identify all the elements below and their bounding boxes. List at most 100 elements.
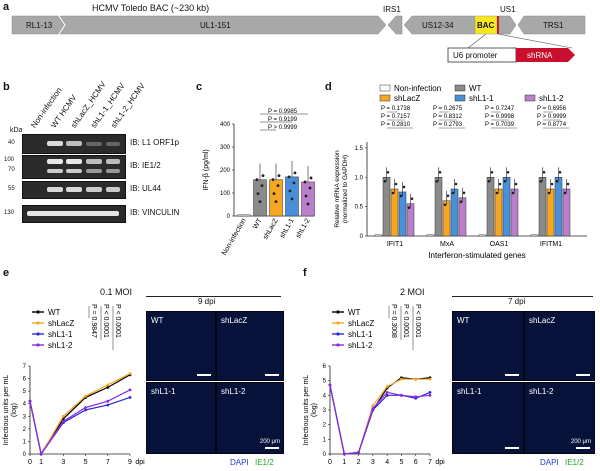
panel-c-letter: c <box>196 81 203 93</box>
legend-label: WT <box>469 84 482 93</box>
legend-marker <box>336 310 340 314</box>
moi-e: 0.1 MOI <box>100 287 133 297</box>
segment-irs <box>387 15 403 35</box>
y-tick-label: 100 <box>220 191 231 197</box>
data-point <box>514 182 518 186</box>
data-point <box>490 170 494 174</box>
bar-mxa-non-infection <box>426 234 435 237</box>
if-image-e-shl1-1: shL1-1 <box>146 382 216 454</box>
segment-us1 <box>498 15 517 35</box>
bar-ifitm1-shl1-2 <box>562 188 571 237</box>
x-tick-label: 7 <box>428 459 432 466</box>
data-point <box>495 191 499 195</box>
shrna-box <box>516 48 575 62</box>
dapi-label-f: DAPI <box>540 458 559 467</box>
y-tick-label: 4 <box>23 402 27 408</box>
series-point <box>385 385 389 388</box>
legend-swatch <box>379 94 391 102</box>
series-point <box>106 383 110 387</box>
moi-f: 2 MOI <box>400 287 425 297</box>
blot-vinculin <box>22 205 126 223</box>
p-value: P < 0.0001 <box>102 304 109 338</box>
kda-label: kDa <box>10 127 23 134</box>
data-point <box>303 180 307 184</box>
scale-bar-f: 200 μm <box>570 439 591 445</box>
y-tick-label: 5 <box>23 389 27 395</box>
bar-ifitm1-wt <box>538 177 547 237</box>
genome-title: HCMV Toledo BAC (~230 kb) <box>92 3 210 13</box>
data-point <box>292 181 296 185</box>
legend-marker <box>36 310 40 314</box>
legend-marker <box>36 332 40 336</box>
dpi-f: 7 dpi <box>508 297 526 306</box>
ib-label-ul44: IB: UL44 <box>130 184 162 193</box>
series-point <box>414 395 418 399</box>
series-point <box>400 377 403 381</box>
data-point <box>550 182 554 186</box>
ib-label-ie12: IB: IE1/2 <box>130 161 161 170</box>
data-point <box>438 170 442 174</box>
image-top-rule-e <box>146 296 281 297</box>
y-tick-label: 0 <box>323 452 327 458</box>
blot-ie12 <box>22 155 126 179</box>
genome-map <box>11 15 586 63</box>
p-value: P > 0.9999 <box>537 114 567 120</box>
x-axis-label: dpi <box>135 459 145 466</box>
series-point <box>84 406 87 409</box>
x-tick-label: 9 <box>128 459 132 466</box>
legend-marker <box>36 321 40 325</box>
data-point <box>503 179 507 183</box>
kda-130: 130 <box>4 210 15 216</box>
series-point <box>84 394 87 398</box>
y-tick-label: 1.0 <box>355 175 364 181</box>
data-point <box>276 184 280 188</box>
legend-label: shL1-2 <box>539 94 564 103</box>
blot-l1orf1p <box>22 134 126 154</box>
x-tick-label: WT <box>252 217 264 231</box>
data-point <box>293 171 297 175</box>
y-tick-label: 1.5 <box>355 146 364 152</box>
series-point <box>106 403 110 407</box>
bar-mxa-wt <box>434 177 443 237</box>
legend-swatch <box>454 94 466 102</box>
p-value: P < 0.0001 <box>414 304 421 338</box>
p-value: P < 0.0001 <box>114 304 121 338</box>
segment-label-rl: RL1-13 <box>26 21 53 30</box>
data-point <box>274 200 278 204</box>
legend-marker <box>336 343 340 347</box>
y-tick-label: 300 <box>220 145 231 151</box>
if-image-e-shl1-2: shL1-2 200 μm <box>216 382 284 454</box>
series-point <box>428 391 432 394</box>
series-point <box>328 383 332 387</box>
y-tick-label: 0 <box>360 234 364 240</box>
dapi-label-e: DAPI <box>230 458 249 467</box>
legend-label: WT <box>48 308 61 317</box>
y-axis-label-line2: (log) <box>311 403 318 417</box>
series-point <box>371 404 375 407</box>
x-axis-label: Interferon-stimulated genes <box>428 251 525 260</box>
shrna-label: shRNA <box>527 51 553 60</box>
x-tick-label: 6 <box>414 459 418 466</box>
x-tick-label: 5 <box>399 459 403 466</box>
panel-f-letter: f <box>303 267 307 279</box>
x-axis-label: dpi <box>435 459 445 466</box>
p-value: P = 0.7247 <box>485 106 515 112</box>
p-value: P < 0.0001 <box>402 304 409 338</box>
y-tick-label: 3 <box>323 408 327 414</box>
segment-label-irs: IRS1 <box>383 5 401 14</box>
bar-ifit1-non-infection <box>374 234 383 237</box>
if-image-f-shlacz: shLacZ <box>524 311 595 381</box>
y-tick-label: 2 <box>323 423 327 429</box>
data-point <box>451 191 455 195</box>
image-top-rule-f <box>452 296 593 297</box>
legend-swatch <box>454 84 466 92</box>
data-point <box>258 200 262 204</box>
data-point <box>287 175 291 179</box>
p-value: P = 0.9199 <box>268 117 298 123</box>
panel-d-letter: d <box>325 81 332 93</box>
series-line-wt <box>29 374 131 456</box>
x-tick-label: OAS1 <box>490 241 509 248</box>
p-value: P = 0.9985 <box>268 109 298 115</box>
x-tick-label: 2 <box>357 459 361 466</box>
x-tick-label: Non-infection <box>221 217 248 256</box>
